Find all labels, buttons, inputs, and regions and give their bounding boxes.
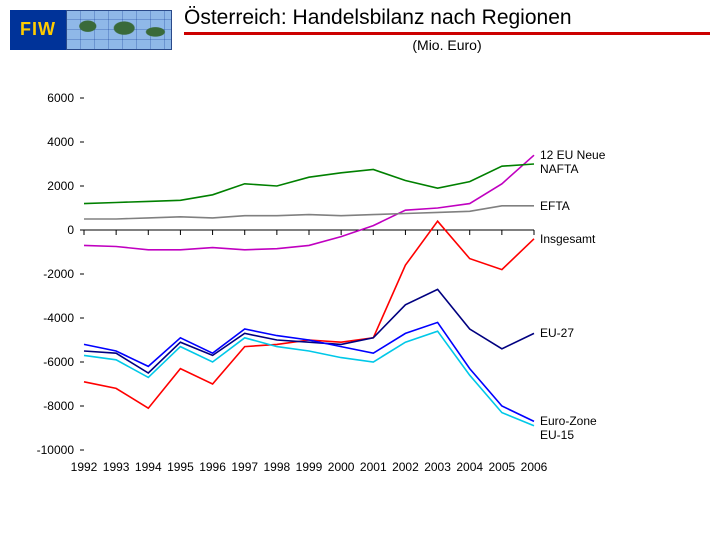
header-block: Österreich: Handelsbilanz nach Regionen … <box>184 6 710 53</box>
y-tick-label: 2000 <box>30 179 74 193</box>
x-tick-label: 1998 <box>261 460 293 474</box>
series-label: EFTA <box>540 199 570 213</box>
series-label: Insgesamt <box>540 232 595 246</box>
y-tick-label: 4000 <box>30 135 74 149</box>
x-tick-label: 2004 <box>454 460 486 474</box>
x-tick-label: 2003 <box>422 460 454 474</box>
x-tick-label: 1992 <box>68 460 100 474</box>
series-label: NAFTA <box>540 162 578 176</box>
y-tick-label: -8000 <box>30 399 74 413</box>
page-title: Österreich: Handelsbilanz nach Regionen <box>184 6 710 30</box>
x-tick-label: 1995 <box>164 460 196 474</box>
line-chart <box>80 92 616 474</box>
series-label: Euro-Zone <box>540 414 597 428</box>
page-subtitle: (Mio. Euro) <box>184 37 710 53</box>
x-tick-label: 2006 <box>518 460 550 474</box>
world-map-icon <box>66 10 172 50</box>
x-tick-label: 1997 <box>229 460 261 474</box>
y-tick-label: -10000 <box>30 443 74 457</box>
fiw-logo: FIW <box>10 10 66 50</box>
series-label: EU-15 <box>540 428 574 442</box>
x-tick-label: 2002 <box>389 460 421 474</box>
x-tick-label: 2001 <box>357 460 389 474</box>
x-tick-label: 1999 <box>293 460 325 474</box>
series-label: 12 EU Neue <box>540 148 605 162</box>
chart-container: -10000 -8000 -6000 -4000 -2000 0 2000 4000 6000 1… <box>28 92 700 502</box>
y-tick-label: 0 <box>30 223 74 237</box>
y-tick-label: -2000 <box>30 267 74 281</box>
y-tick-label: -6000 <box>30 355 74 369</box>
x-tick-label: 1993 <box>100 460 132 474</box>
x-tick-label: 2000 <box>325 460 357 474</box>
x-tick-label: 1996 <box>197 460 229 474</box>
x-tick-label: 1994 <box>132 460 164 474</box>
y-tick-label: 6000 <box>30 91 74 105</box>
title-underline <box>184 32 710 35</box>
logo-text: FIW <box>20 19 56 40</box>
x-tick-label: 2005 <box>486 460 518 474</box>
y-tick-label: -4000 <box>30 311 74 325</box>
series-label: EU-27 <box>540 326 574 340</box>
header-row: FIW Österreich: Handelsbilanz nach Regio… <box>0 0 720 53</box>
